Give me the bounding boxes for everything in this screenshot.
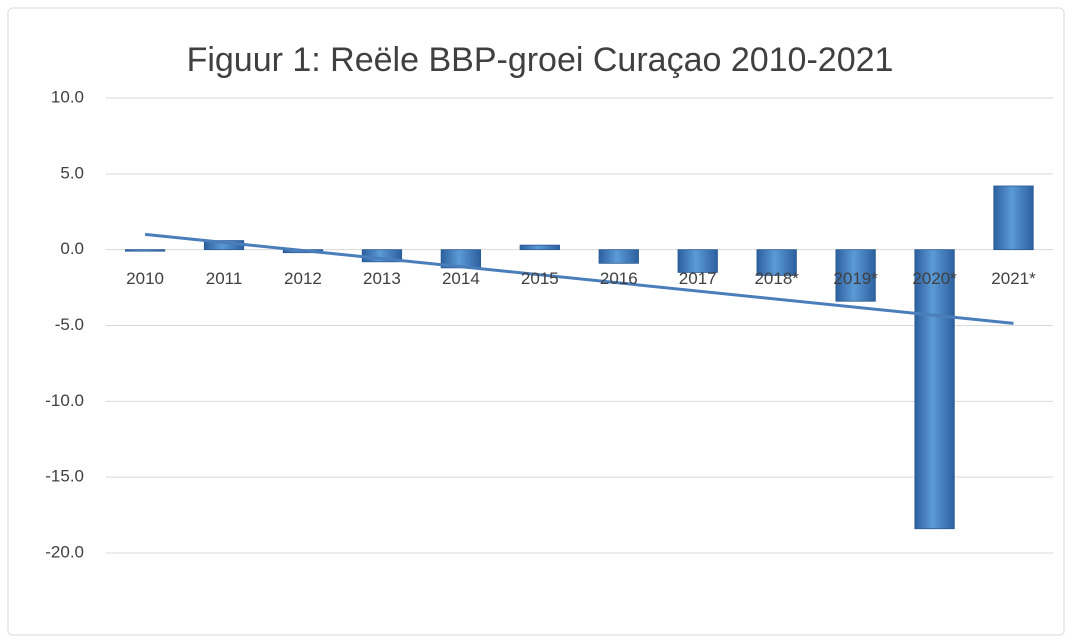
y-tick-label: -10.0: [45, 391, 84, 410]
y-tick-label: -5.0: [55, 315, 84, 334]
x-tick-label: 2016: [600, 269, 638, 288]
chart-title: Figuur 1: Reële BBP-groei Curaçao 2010-2…: [187, 41, 894, 79]
x-tick-label: 2011: [206, 269, 243, 288]
bar: [756, 249, 797, 276]
x-tick-label: 2012: [284, 269, 322, 288]
bar: [677, 249, 718, 273]
y-tick-label: 0.0: [60, 239, 84, 258]
bar: [124, 249, 166, 252]
y-tick-label: -15.0: [45, 467, 84, 486]
x-tick-label: 2015: [521, 269, 559, 288]
x-tick-label: 2017: [679, 269, 717, 288]
y-tick-label: -20.0: [45, 542, 84, 561]
bar: [914, 249, 955, 530]
x-tick-label: 2021*: [991, 269, 1036, 288]
y-tick-label: 5.0: [60, 163, 84, 182]
chart-border: [7, 7, 1065, 636]
x-tick-label: 2018*: [754, 269, 799, 288]
x-tick-label: 2020*: [912, 269, 957, 288]
y-tick-label: 10.0: [51, 87, 84, 106]
bar: [598, 249, 639, 264]
bar: [993, 185, 1034, 251]
x-tick-label: 2019*: [833, 269, 878, 288]
x-tick-label: 2013: [363, 269, 401, 288]
trendline: [144, 232, 1014, 325]
x-tick-label: 2010: [126, 269, 164, 288]
bar: [835, 249, 876, 302]
x-tick-label: 2014: [442, 269, 480, 288]
bar: [519, 244, 560, 251]
